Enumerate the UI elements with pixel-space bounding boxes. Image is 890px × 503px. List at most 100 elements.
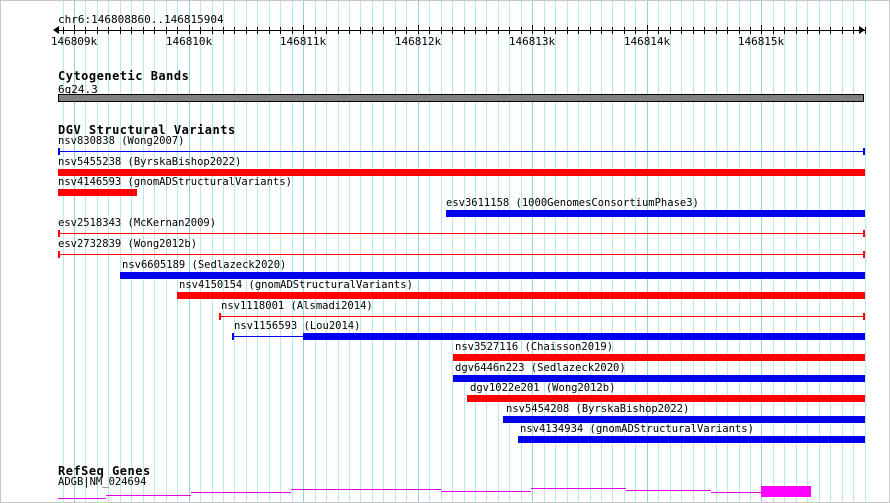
variant-label: nsv4134934 (gnomADStructuralVariants) xyxy=(520,423,754,436)
ruler-minor-tick xyxy=(177,27,178,34)
variant-bar[interactable] xyxy=(58,168,865,176)
variant-bar[interactable] xyxy=(58,189,137,197)
variant-bar[interactable] xyxy=(503,415,865,423)
ruler-minor-tick xyxy=(143,27,144,34)
variant-label: esv3611158 (1000GenomesConsortiumPhase3) xyxy=(446,196,699,209)
coordinate-ruler[interactable]: chr6:146808860..146815904 146809k 146810k… xyxy=(1,1,889,49)
variant-bar[interactable] xyxy=(453,354,865,361)
cytogenetic-bands-title: Cytogenetic Bands xyxy=(58,69,190,83)
ruler-minor-tick xyxy=(97,27,98,34)
ruler-minor-tick xyxy=(704,27,705,34)
variant-line[interactable] xyxy=(58,151,865,152)
variant-end-cap[interactable] xyxy=(863,148,865,155)
variant-label: nsv5455238 (ByrskaBishop2022) xyxy=(58,155,242,168)
ruler-minor-tick xyxy=(796,27,797,34)
grid-line xyxy=(761,1,762,502)
variant-bar[interactable] xyxy=(177,292,865,300)
ruler-minor-tick xyxy=(452,27,453,34)
ruler-minor-tick xyxy=(280,27,281,34)
grid-line xyxy=(200,1,201,502)
ruler-tick-label: 146814k xyxy=(623,35,671,48)
cytoband-bar[interactable] xyxy=(58,94,864,102)
grid-line xyxy=(234,1,235,502)
variant-end-cap[interactable] xyxy=(58,230,60,238)
ruler-minor-tick xyxy=(441,27,442,34)
ruler-minor-tick xyxy=(670,27,671,34)
ruler-minor-tick xyxy=(853,27,854,34)
grid-line xyxy=(807,1,808,502)
grid-line xyxy=(395,1,396,502)
ruler-minor-tick xyxy=(406,27,407,34)
ruler-minor-tick xyxy=(108,27,109,34)
variant-bar[interactable] xyxy=(467,395,865,403)
variant-label: nsv1156593 (Lou2014) xyxy=(234,320,361,333)
grid-line xyxy=(441,1,442,502)
gene-intron-line[interactable] xyxy=(291,489,441,490)
grid-line xyxy=(292,1,293,502)
ruler-tick-label: 146810k xyxy=(165,35,213,48)
variant-line[interactable] xyxy=(58,233,865,235)
variant-end-cap[interactable] xyxy=(219,312,221,320)
axis-arrow-left-icon xyxy=(53,26,59,34)
ruler-minor-tick xyxy=(63,27,64,34)
variant-end-cap[interactable] xyxy=(58,148,60,155)
gene-intron-line[interactable] xyxy=(441,491,531,492)
variant-end-cap[interactable] xyxy=(58,251,60,258)
grid-line xyxy=(486,1,487,502)
axis-line xyxy=(55,30,865,31)
ruler-minor-tick xyxy=(830,27,831,34)
ruler-minor-tick xyxy=(292,27,293,34)
gene-intron-line[interactable] xyxy=(106,495,191,496)
variant-label: dgv6446n223 (Sedlazeck2020) xyxy=(455,361,626,374)
ruler-minor-tick xyxy=(383,27,384,34)
gene-intron-line[interactable] xyxy=(626,490,711,491)
gene-intron-line[interactable] xyxy=(531,488,626,489)
ruler-minor-tick xyxy=(315,27,316,34)
variant-line[interactable] xyxy=(58,254,865,255)
axis-arrow-right-icon xyxy=(859,26,865,34)
grid-line xyxy=(418,1,419,502)
ruler-tick-label: 146812k xyxy=(394,35,442,48)
ruler-tick-label: 146811k xyxy=(279,35,327,48)
ruler-minor-tick xyxy=(635,27,636,34)
gene-intron-line[interactable] xyxy=(191,492,291,493)
ruler-minor-tick xyxy=(395,27,396,34)
grid-line xyxy=(246,1,247,502)
variant-bar[interactable] xyxy=(303,333,865,341)
gene-exon-block[interactable] xyxy=(761,486,811,497)
variant-end-cap[interactable] xyxy=(863,312,865,320)
ruler-minor-tick xyxy=(567,27,568,34)
ruler-minor-tick xyxy=(681,27,682,34)
ruler-minor-tick xyxy=(727,27,728,34)
refseq-gene-label: ADGB|NM_024694 xyxy=(58,476,147,488)
grid-line xyxy=(819,1,820,502)
variant-label: dgv1022e201 (Wong2012b) xyxy=(470,382,616,395)
ruler-minor-tick xyxy=(624,27,625,34)
gene-intron-line[interactable] xyxy=(58,498,106,499)
variant-bar[interactable] xyxy=(120,271,865,279)
variant-bar[interactable] xyxy=(518,436,865,444)
variant-bar[interactable] xyxy=(453,374,865,382)
ruler-major-tick xyxy=(74,25,75,34)
variant-bar[interactable] xyxy=(446,209,865,217)
grid-line xyxy=(383,1,384,502)
grid-line xyxy=(842,1,843,502)
variant-end-cap[interactable] xyxy=(232,333,234,341)
ruler-minor-tick xyxy=(601,27,602,34)
ruler-major-tick xyxy=(647,25,648,34)
grid-line xyxy=(338,1,339,502)
ruler-minor-tick xyxy=(509,27,510,34)
ruler-minor-tick xyxy=(842,27,843,34)
ruler-minor-tick xyxy=(739,27,740,34)
grid-line xyxy=(303,1,304,502)
variant-end-cap[interactable] xyxy=(863,251,865,258)
variant-label: nsv1118001 (Alsmadi2014) xyxy=(221,299,373,312)
ruler-minor-tick xyxy=(784,27,785,34)
variant-label: nsv830838 (Wong2007) xyxy=(58,135,185,147)
variant-end-cap[interactable] xyxy=(863,230,865,238)
grid-line xyxy=(475,1,476,502)
gene-intron-line[interactable] xyxy=(711,492,761,493)
variant-line[interactable] xyxy=(232,336,303,338)
variant-line[interactable] xyxy=(219,315,865,317)
